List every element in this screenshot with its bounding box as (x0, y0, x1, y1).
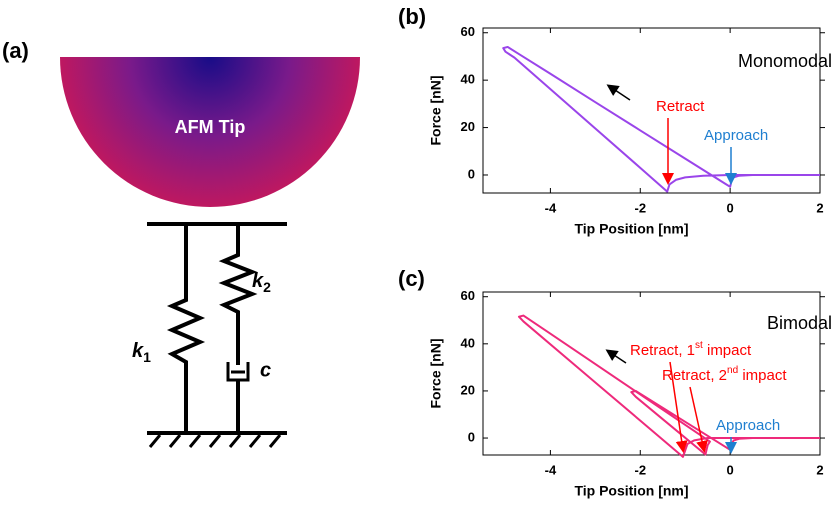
damper-label: c (260, 359, 271, 381)
y-axis-title: Force [nN] (428, 339, 444, 409)
x-tick-label: 0 (727, 462, 734, 477)
symbol: k (252, 270, 264, 292)
y-tick-label: 0 (468, 166, 475, 181)
chart: Force [nN]Tip Position [nm]604020020-2-4… (428, 288, 832, 499)
spring-label: k2 (252, 270, 271, 294)
afm-tip (60, 57, 360, 207)
subscript: 1 (143, 349, 151, 365)
x-tick-label: 2 (816, 200, 823, 215)
annotation: Retract, 2nd impact (662, 365, 787, 384)
annotation: Approach (704, 127, 768, 144)
plot-frame (482, 291, 821, 456)
x-tick-label: -2 (634, 200, 646, 215)
y-tick-label: 20 (461, 119, 475, 134)
x-tick-label: 0 (727, 200, 734, 215)
annotation: Retract (656, 98, 705, 115)
text: Retract, 2 (662, 367, 727, 384)
diagram (60, 57, 360, 448)
x-axis-title: Tip Position [nm] (574, 221, 688, 237)
arrow (669, 361, 688, 453)
y-tick-label: 60 (461, 24, 475, 39)
spring-label: k1 (132, 340, 151, 364)
y-axis-title: Force [nN] (428, 76, 444, 146)
panel-label: (a) (2, 38, 29, 63)
annotation: Approach (716, 417, 780, 434)
data-line (517, 314, 820, 458)
y-tick-label: 40 (461, 72, 475, 87)
superscript: st (695, 340, 703, 351)
arrow (605, 349, 627, 364)
arrow (606, 84, 631, 101)
y-tick-label: 60 (461, 288, 475, 303)
text: Retract, 1 (630, 342, 695, 359)
x-tick-label: -2 (634, 462, 646, 477)
subscript: 2 (263, 279, 271, 295)
panel-label: (c) (398, 266, 425, 291)
annotation: Monomodal (738, 51, 832, 71)
plot-frame (482, 27, 821, 194)
annotation: Retract, 1st impact (630, 340, 752, 359)
y-tick-label: 0 (468, 429, 475, 444)
x-tick-label: -4 (545, 462, 557, 477)
x-tick-label: -4 (545, 200, 557, 215)
tip-label: AFM Tip (175, 117, 246, 137)
panel-label: (b) (398, 4, 426, 29)
arrow (689, 386, 708, 453)
y-tick-label: 20 (461, 382, 475, 397)
symbol: k (132, 340, 144, 362)
text: impact (703, 342, 752, 359)
superscript: nd (727, 365, 738, 376)
annotation: Bimodal (767, 313, 832, 333)
x-axis-title: Tip Position [nm] (574, 483, 688, 499)
y-tick-label: 40 (461, 335, 475, 350)
text: impact (738, 367, 787, 384)
chart: Force [nN]Tip Position [nm]604020020-2-4… (428, 24, 832, 237)
x-tick-label: 2 (816, 462, 823, 477)
